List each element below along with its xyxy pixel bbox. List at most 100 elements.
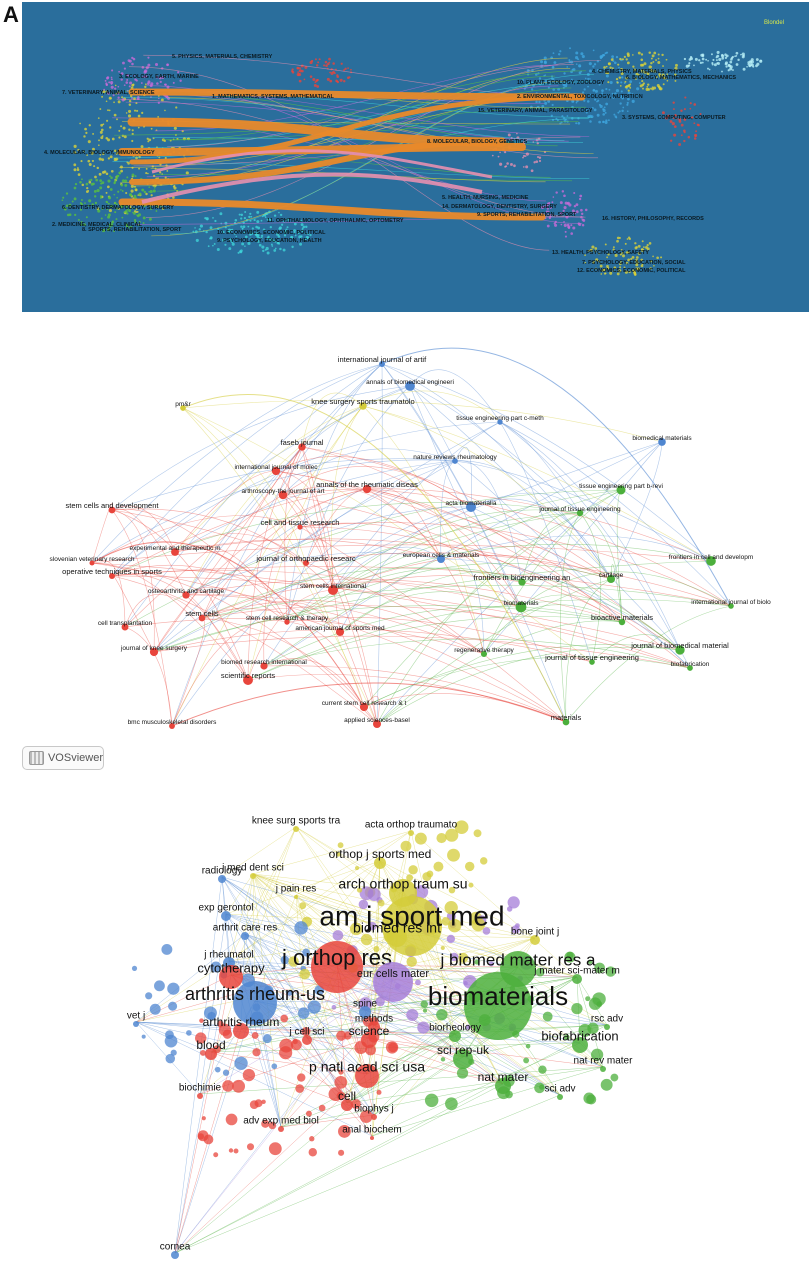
journal-label: biomed res int [353, 920, 441, 936]
journal-label: j cell sci [288, 1027, 324, 1038]
journal-node [604, 1024, 610, 1030]
journal-node [362, 484, 372, 494]
journal-node [557, 1094, 563, 1100]
journal-label: regenerative therapy [454, 647, 514, 654]
journal-node [335, 627, 345, 637]
journal-node [359, 1006, 371, 1018]
journal-label: cytotherapy [197, 960, 265, 975]
journal-node [284, 619, 290, 625]
journal-node [182, 591, 190, 599]
journal-node [218, 875, 226, 883]
journal-label: journal of tissue engineering [538, 506, 621, 513]
dual-map-overlay: 5. PHYSICS, MATERIALS, CHEMISTRY 3. ECOLO… [22, 2, 809, 312]
journal-node [205, 1048, 217, 1060]
right-discipline-label: 16. HISTORY, PHILOSOPHY, RECORDS [602, 216, 704, 222]
journal-network-canvas: international journal of artif annals of … [50, 347, 771, 729]
journal-label: cell and tissue research [261, 518, 340, 527]
journal-label: acta biomaterialia [446, 500, 497, 507]
journal-node [373, 962, 413, 1002]
vosviewer-logo-icon [29, 751, 44, 765]
journal-node [464, 972, 532, 1040]
journal-node [518, 578, 526, 586]
left-discipline-label: 11. OPHTHALMOLOGY, OPHTHALMIC, OPTOMETRY [267, 218, 404, 224]
journal-node [576, 509, 584, 517]
journal-node [589, 659, 595, 665]
major-citation-flows [118, 88, 586, 221]
journal-node [294, 895, 298, 899]
journal-label: methods [355, 1014, 393, 1025]
dot-cloud [103, 56, 182, 104]
journal-node [562, 718, 570, 726]
journal-node [243, 675, 253, 685]
journal-node [327, 584, 339, 596]
vosviewer-label: VOSviewer [47, 752, 103, 764]
journal-node [355, 1064, 379, 1088]
left-discipline-label: 9. PSYCHOLOGY, EDUCATION, HEALTH [217, 238, 322, 244]
right-discipline-label: 4. CHEMISTRY, MATERIALS, PHYSICS [592, 69, 692, 75]
orange-flow [118, 198, 546, 221]
journal-node [449, 1030, 461, 1042]
left-discipline-label: 6. DENTISTRY, DERMATOLOGY, SURGERY [62, 205, 174, 211]
journal-label: science [349, 1024, 390, 1038]
journal-node [133, 1021, 139, 1027]
journal-label: arthritis rheum [203, 1015, 280, 1029]
journal-label: orthop j sports med [329, 847, 432, 861]
orange-flow [129, 94, 585, 165]
left-discipline-label: 8. SPORTS, REHABILITATION, SPORT [82, 227, 182, 233]
journal-node [198, 614, 206, 622]
right-discipline-label: 2. ENVIRONMENTAL, TOXICOLOGY, NUTRITION [517, 94, 643, 100]
dot-cloud [192, 210, 312, 255]
journal-label: international journal of biolo [691, 599, 771, 606]
orange-flow [128, 88, 586, 101]
journal-label: experimental and therapeutic m [129, 545, 220, 552]
journal-node [233, 1023, 249, 1039]
journal-label: stem cells international [300, 583, 367, 590]
journal-label: cornea [160, 1242, 191, 1253]
journal-label: nat rev mater [574, 1056, 634, 1067]
journal-label: arthrit care res [213, 923, 277, 934]
journal-node [572, 1037, 588, 1053]
right-discipline-label: 3. SYSTEMS, COMPUTING, COMPUTER [622, 115, 726, 121]
journal-label: j biomed mater res a [440, 950, 596, 969]
right-discipline-label: 12. ECONOMICS, ECONOMIC, POLITICAL [577, 268, 686, 274]
dot-cloud [603, 51, 678, 92]
journal-node [371, 1114, 377, 1120]
journal-label: annals of biomedical engineeri [366, 379, 454, 386]
left-discipline-label: 1. MATHEMATICS, SYSTEMS, MATHEMATICAL [212, 94, 334, 100]
journal-label: radiology [202, 866, 243, 877]
dot-cloud [540, 190, 588, 238]
journal-label: cartilage [599, 572, 624, 579]
journal-network-panel: international journal of artif annals of … [0, 340, 809, 770]
journal-label: pm&r [175, 401, 191, 408]
journal-node [260, 662, 268, 670]
journal-label: european cells & materials [403, 552, 480, 559]
journal-label: slovenian veterinary research [50, 556, 135, 563]
journal-label: journal of knee surgery [120, 645, 188, 652]
journal-node [616, 485, 626, 495]
journal-label: tissue engineering part c-meth [456, 415, 544, 422]
journal-label: j mater sci-mater m [533, 966, 620, 977]
journal-label: bone joint j [511, 927, 559, 938]
dot-cloud [661, 96, 702, 146]
journal-label: biomed research international [221, 659, 307, 666]
pink-flow [151, 149, 493, 179]
journal-node [497, 419, 503, 425]
journal-label: vet j [127, 1011, 145, 1022]
dot-cloud [291, 57, 353, 88]
right-discipline-label: 15. VETERINARY, ANIMAL, PARASITOLOGY [478, 108, 593, 114]
dot-cloud [584, 236, 663, 276]
journal-node [233, 981, 277, 1025]
orange-flow [129, 139, 495, 185]
journal-node [171, 548, 179, 556]
journal-label: j rheumatol [203, 950, 253, 961]
journal-node [278, 490, 288, 500]
left-discipline-label: 5. PHYSICS, MATERIALS, CHEMISTRY [172, 54, 273, 60]
journal-label: sci rep-uk [437, 1043, 490, 1057]
cited-journal-network-canvas: knee surg sports tra acta orthop traumato… [127, 816, 634, 1259]
journal-node [250, 873, 256, 879]
right-discipline-label: 9. SPORTS, REHABILITATION, SPORT [477, 212, 577, 218]
journal-label: biofabrication [541, 1028, 618, 1043]
journal-node [728, 603, 734, 609]
clustering-badge: Blondel [764, 20, 784, 26]
journal-label: biorheology [429, 1023, 481, 1034]
